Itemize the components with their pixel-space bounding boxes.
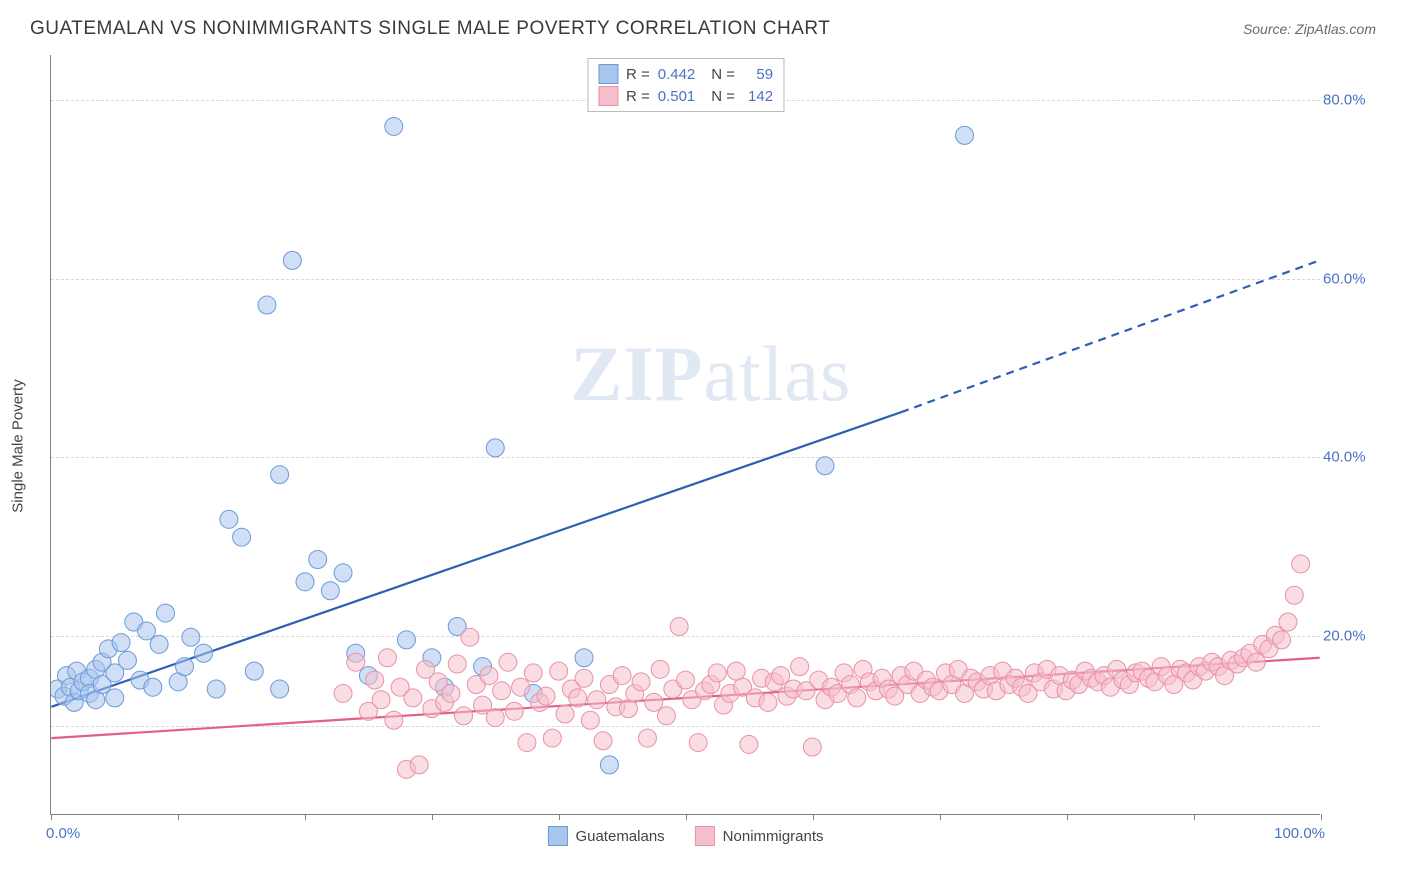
legend-row-guatemalans: R = 0.442 N = 59 — [598, 63, 773, 85]
y-tick-label: 60.0% — [1323, 270, 1378, 287]
legend-row-nonimmigrants: R = 0.501 N = 142 — [598, 85, 773, 107]
swatch-nonimmigrants — [598, 86, 618, 106]
x-tick-min: 0.0% — [46, 825, 80, 842]
scatter-plot-svg — [51, 55, 1320, 814]
legend-item-guatemalans: Guatemalans — [547, 826, 664, 846]
x-tick-max: 100.0% — [1274, 825, 1325, 842]
swatch-guatemalans-icon — [547, 826, 567, 846]
chart-source: Source: ZipAtlas.com — [1243, 21, 1376, 37]
swatch-guatemalans — [598, 64, 618, 84]
legend-label-guatemalans: Guatemalans — [575, 828, 664, 845]
legend-item-nonimmigrants: Nonimmigrants — [695, 826, 824, 846]
y-axis-label: Single Male Poverty — [10, 379, 27, 512]
legend-label-nonimmigrants: Nonimmigrants — [723, 828, 824, 845]
y-tick-label: 20.0% — [1323, 628, 1378, 645]
y-tick-label: 40.0% — [1323, 449, 1378, 466]
correlation-legend: R = 0.442 N = 59 R = 0.501 N = 142 — [587, 58, 784, 112]
series-legend: Guatemalans Nonimmigrants — [547, 826, 823, 846]
chart-title: GUATEMALAN VS NONIMMIGRANTS SINGLE MALE … — [30, 18, 830, 40]
swatch-nonimmigrants-icon — [695, 826, 715, 846]
y-tick-label: 80.0% — [1323, 91, 1378, 108]
chart-plot-area: ZIPatlas R = 0.442 N = 59 R = 0.501 N = … — [50, 55, 1320, 815]
